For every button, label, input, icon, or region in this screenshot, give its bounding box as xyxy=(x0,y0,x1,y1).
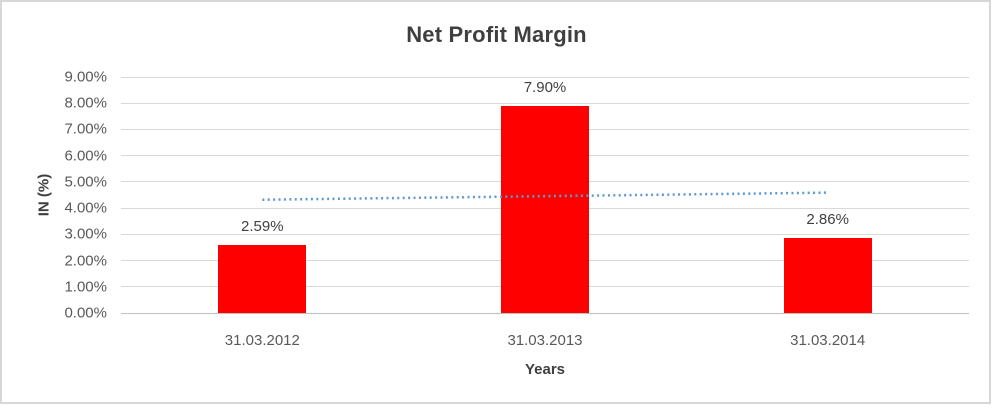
x-axis-title: Years xyxy=(524,361,566,378)
y-tick-label: 9.00% xyxy=(64,68,107,86)
bar-data-label: 2.86% xyxy=(806,211,849,228)
gridline xyxy=(121,76,969,78)
bar xyxy=(783,238,872,313)
bar-data-label: 7.90% xyxy=(523,78,567,96)
y-tick-label: 7.00% xyxy=(64,120,107,138)
x-tick-label: 31.03.2012 xyxy=(224,332,300,349)
bar xyxy=(218,245,307,313)
x-tick-label: 31.03.2013 xyxy=(507,332,583,349)
x-tick-label: 31.03.2014 xyxy=(790,332,866,349)
chart-title: Net Profit Margin xyxy=(406,22,587,47)
y-tick-label: 0.00% xyxy=(64,304,107,322)
y-tick-label: 1.00% xyxy=(64,278,107,296)
x-axis-line xyxy=(121,312,969,314)
y-tick-label: 8.00% xyxy=(64,94,107,112)
plot-area xyxy=(121,76,969,314)
bar xyxy=(501,105,589,313)
y-tick-label: 3.00% xyxy=(64,225,107,243)
y-tick-label: 4.00% xyxy=(64,199,107,217)
gridline xyxy=(121,102,969,104)
y-tick-label: 2.00% xyxy=(64,252,107,270)
bar-data-label: 2.59% xyxy=(241,218,284,236)
y-tick-label: 6.00% xyxy=(64,147,107,165)
y-tick-label: 5.00% xyxy=(64,173,107,191)
